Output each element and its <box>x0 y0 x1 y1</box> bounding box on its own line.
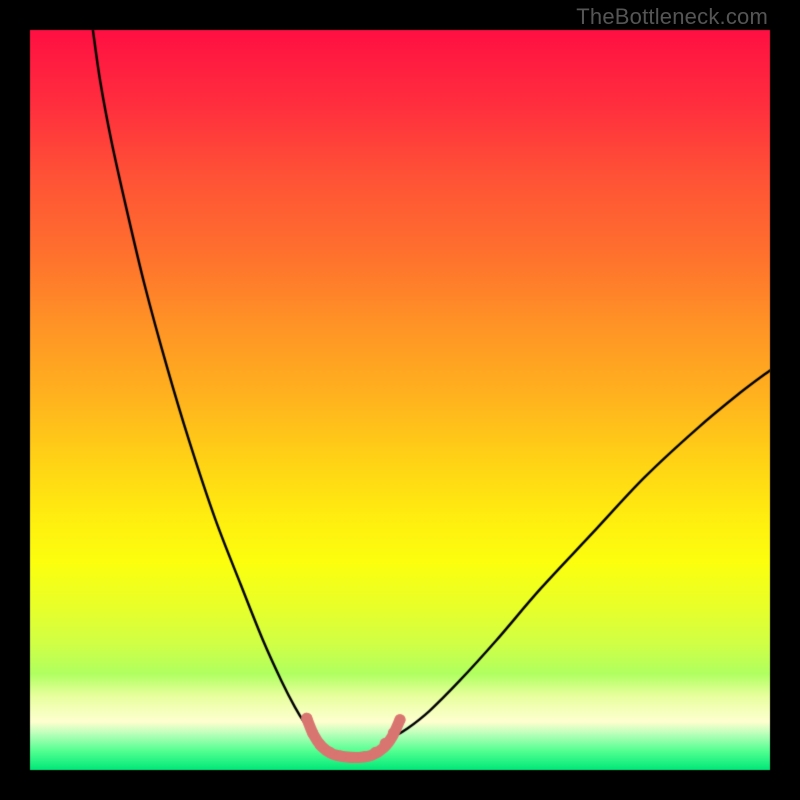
bottleneck-curve-chart <box>0 0 800 800</box>
watermark-text: TheBottleneck.com <box>576 4 768 30</box>
chart-stage: TheBottleneck.com <box>0 0 800 800</box>
